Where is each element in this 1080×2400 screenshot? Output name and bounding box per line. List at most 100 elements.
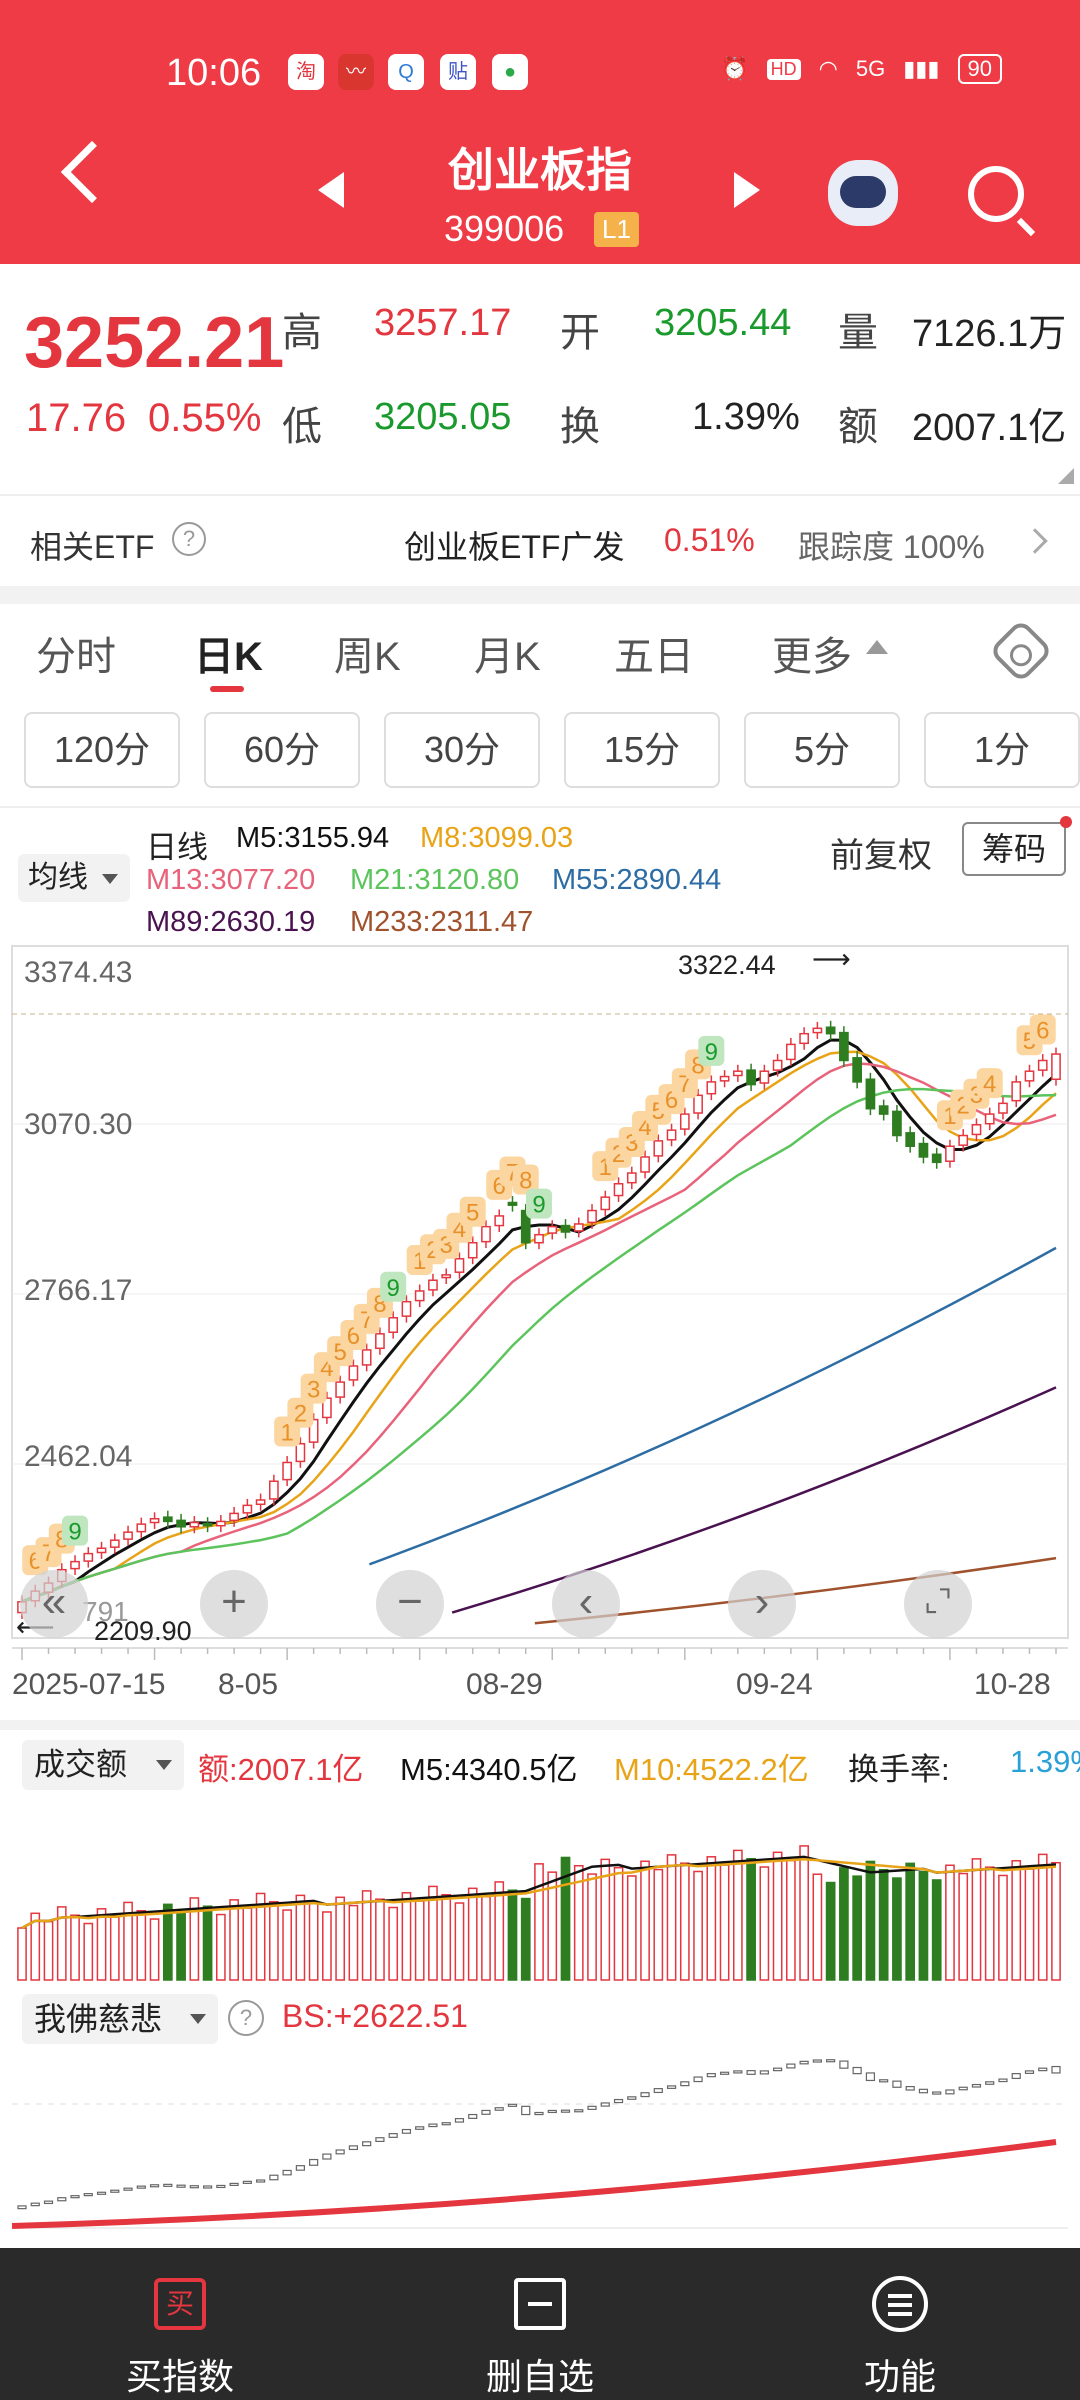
- search-app-icon: Q: [388, 54, 424, 90]
- next-stock-icon[interactable]: [734, 172, 760, 208]
- bs-mark: [773, 2067, 783, 2072]
- volume-m5: M5:4340.5亿: [400, 1752, 578, 1787]
- wifi-icon: ◠: [818, 56, 838, 81]
- volume-chart[interactable]: [0, 1794, 1080, 1984]
- volume-bar-down: [839, 1867, 849, 1981]
- btn-60min[interactable]: 60分: [204, 712, 360, 788]
- ma55-label: M55:2890.44: [552, 864, 722, 896]
- active-tab-indicator: [210, 686, 244, 692]
- price-tick-2: 3070.30: [24, 1108, 133, 1141]
- bs-indicator-chart[interactable]: [0, 2040, 1080, 2240]
- bs-mark: [998, 2078, 1008, 2083]
- scroll-left-fast-icon[interactable]: «: [20, 1570, 88, 1638]
- btn-15min[interactable]: 15分: [564, 712, 720, 788]
- btn-5min[interactable]: 5分: [744, 712, 900, 788]
- volume-bar-up: [322, 1911, 332, 1981]
- tab-daily-k[interactable]: 日K: [194, 635, 263, 679]
- status-right: ⏰ HD ◠ 5G ▮▮▮ 90: [721, 54, 1002, 84]
- tab-weekly-k[interactable]: 周K: [334, 635, 401, 679]
- bs-mark: [123, 2187, 133, 2191]
- bs-mark: [481, 2109, 491, 2115]
- volume-bar-up: [626, 1875, 637, 1981]
- back-arrow-icon[interactable]: [60, 140, 124, 204]
- volume-dropdown[interactable]: 成交额: [22, 1740, 184, 1790]
- settings-icon[interactable]: [988, 618, 1054, 684]
- indicator-dropdown[interactable]: 我佛慈悲: [22, 1994, 218, 2044]
- volume-bar-up: [706, 1856, 717, 1981]
- previous-stock-icon[interactable]: [318, 172, 344, 208]
- volume-bar-down: [825, 1881, 836, 1981]
- candle-up: [626, 1172, 637, 1184]
- candle-up: [70, 1560, 80, 1570]
- ma13-line: [21, 1062, 1057, 1603]
- volume-bar-up: [401, 1892, 412, 1981]
- volume-bar-up: [56, 1906, 67, 1981]
- bs-mark: [786, 2063, 796, 2069]
- candle-up: [640, 1156, 650, 1173]
- expand-corner-icon[interactable]: [1058, 468, 1074, 484]
- help-icon[interactable]: ?: [172, 522, 206, 556]
- bs-mark: [428, 2123, 438, 2128]
- bs-mark: [534, 2111, 544, 2116]
- scroll-right-icon[interactable]: ›: [728, 1570, 796, 1638]
- tab-monthly-k[interactable]: 月K: [474, 635, 541, 679]
- volume-bar-up: [481, 1895, 491, 1981]
- candle-down: [162, 1516, 173, 1523]
- volume-bar-up: [308, 1902, 319, 1981]
- zoom-out-icon[interactable]: −: [376, 1570, 444, 1638]
- bs-mark: [693, 2076, 703, 2083]
- tab-five-day[interactable]: 五日: [614, 635, 694, 679]
- open-value: 3205.44: [654, 302, 792, 344]
- bs-mark: [733, 2070, 743, 2074]
- ma5-label: M5:3155.94: [236, 822, 390, 854]
- tab-intraday[interactable]: 分时: [36, 635, 116, 679]
- bs-mark: [494, 2107, 504, 2111]
- volume-bar-down: [560, 1856, 571, 1981]
- volume-bar-down: [905, 1862, 916, 1981]
- nav-buy-index[interactable]: 买 买指数: [0, 2248, 360, 2400]
- candle-up: [388, 1317, 399, 1333]
- fullscreen-icon[interactable]: ⌞⌝: [904, 1570, 972, 1638]
- bs-mark: [269, 2174, 279, 2181]
- candle-up: [772, 1059, 783, 1071]
- bs-mark: [666, 2085, 677, 2089]
- candle-down: [202, 1522, 213, 1527]
- robot-assistant-icon[interactable]: [828, 160, 898, 226]
- related-etf-row[interactable]: 相关ETF ? 创业板ETF广发 0.51% 跟踪度 100%: [0, 496, 1080, 586]
- volume-bar-up: [255, 1892, 266, 1981]
- volume-bar-up: [494, 1881, 505, 1981]
- volume-bar-up: [149, 1918, 160, 1981]
- nav-remove-watchlist[interactable]: 删自选: [360, 2248, 720, 2400]
- scroll-left-icon[interactable]: ‹: [552, 1570, 620, 1638]
- volume-bar-down: [892, 1877, 902, 1981]
- volume-bar-down: [520, 1897, 531, 1981]
- bs-mark: [945, 2089, 955, 2095]
- btn-30min[interactable]: 30分: [384, 712, 540, 788]
- candle-up: [732, 1070, 743, 1077]
- adjust-mode[interactable]: 前复权: [830, 837, 932, 875]
- candle-up: [242, 1504, 253, 1514]
- btn-120min[interactable]: 120分: [24, 712, 180, 788]
- zoom-in-icon[interactable]: +: [200, 1570, 268, 1638]
- bs-mark: [163, 2183, 173, 2187]
- bs-mark: [415, 2126, 425, 2130]
- help-icon[interactable]: ?: [228, 2000, 264, 2036]
- nav-functions[interactable]: 功能: [720, 2248, 1080, 2400]
- chevron-right-icon: [1022, 528, 1048, 554]
- candle-up: [454, 1258, 465, 1273]
- turnover-rate-label: 换手率:: [848, 1752, 950, 1787]
- candle-down: [905, 1132, 916, 1147]
- app-header: 10:06 淘 〰 Q 贴 ● ⏰ HD ◠ 5G ▮▮▮ 90 创业板指 39…: [0, 0, 1080, 264]
- ma-dropdown[interactable]: 均线: [18, 854, 130, 902]
- ma21-label: M21:3120.80: [350, 864, 520, 896]
- bs-mark: [1038, 2067, 1048, 2072]
- chips-button[interactable]: 筹码: [962, 822, 1066, 876]
- btn-1min[interactable]: 1分: [924, 712, 1080, 788]
- nav-remove-label: 删自选: [485, 2356, 594, 2397]
- bs-mark: [216, 2184, 226, 2189]
- candle-up: [706, 1081, 717, 1095]
- ma89-label: M89:2630.19: [146, 906, 316, 938]
- tab-more[interactable]: 更多: [772, 635, 852, 679]
- search-icon[interactable]: [968, 166, 1024, 222]
